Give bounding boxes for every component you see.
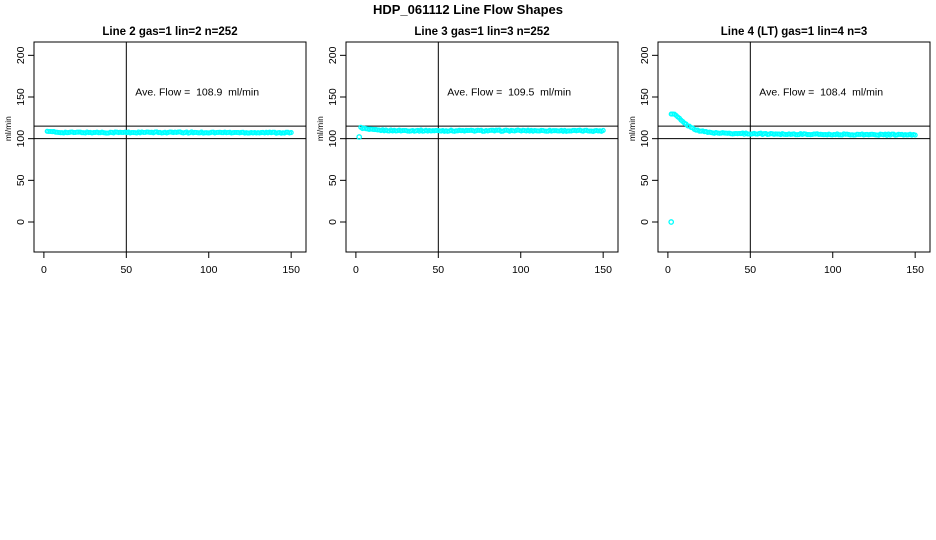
x-tick-label: 100	[824, 264, 842, 276]
x-tick-label: 50	[432, 264, 444, 276]
ave-flow-annotation: Ave. Flow = 108.9 ml/min	[135, 86, 259, 98]
x-tick-label: 100	[512, 264, 530, 276]
plot-box	[657, 41, 931, 253]
plot-box	[33, 41, 307, 253]
outlier-point	[356, 134, 363, 140]
x-tick-label: 100	[200, 264, 218, 276]
y-tick-label: 150	[15, 88, 27, 106]
y-axis-label: ml/min	[3, 116, 13, 141]
x-tick-label: 0	[665, 264, 671, 276]
x-tick-label: 150	[906, 264, 924, 276]
panel-title: Line 2 gas=1 lin=2 n=252	[102, 26, 237, 38]
y-tick-label: 200	[639, 46, 651, 64]
outlier-point	[668, 219, 675, 225]
panel-line-3: Line 3 gas=1 lin=3 n=252 0 50 100 150 200 0 50 1…	[315, 26, 619, 276]
x-tick-label: 50	[120, 264, 132, 276]
panel-line-2: Line 2 gas=1 lin=2 n=252 0 50 100 150 200 0 50 1…	[3, 26, 307, 276]
x-tick-label: 50	[744, 264, 756, 276]
data-point	[912, 132, 918, 138]
ave-flow-annotation: Ave. Flow = 109.5 ml/min	[447, 86, 571, 98]
data-point	[288, 130, 294, 136]
panel-title: Line 3 gas=1 lin=3 n=252	[414, 26, 549, 38]
panel-title: Line 4 (LT) gas=1 lin=4 n=3	[721, 26, 867, 38]
x-tick-label: 0	[41, 264, 47, 276]
y-axis-label: ml/min	[315, 116, 325, 141]
x-tick-label: 150	[594, 264, 612, 276]
y-tick-label: 200	[15, 46, 27, 64]
y-tick-label: 200	[327, 46, 339, 64]
y-tick-label: 150	[327, 88, 339, 106]
y-tick-label: 0	[327, 219, 339, 225]
ave-flow-annotation: Ave. Flow = 108.4 ml/min	[759, 86, 883, 98]
x-tick-label: 0	[353, 264, 359, 276]
y-tick-label: 50	[639, 174, 651, 186]
y-tick-label: 50	[327, 174, 339, 186]
y-tick-label: 100	[15, 130, 27, 148]
y-tick-label: 0	[639, 219, 651, 225]
y-tick-label: 0	[15, 219, 27, 225]
x-tick-label: 150	[282, 264, 300, 276]
y-tick-label: 100	[639, 130, 651, 148]
panel-line-4: Line 4 (LT) gas=1 lin=4 n=3 0 50 100 150 200 0…	[627, 26, 931, 276]
data-point	[600, 127, 606, 133]
y-axis-label: ml/min	[627, 116, 637, 141]
y-tick-label: 50	[15, 174, 27, 186]
y-tick-label: 150	[639, 88, 651, 106]
figure-title: HDP_061112 Line Flow Shapes	[372, 2, 564, 17]
plot-box	[345, 41, 619, 253]
panels-row: Line 2 gas=1 lin=2 n=252 0 50 100 150 200 0 50 1…	[0, 22, 936, 284]
y-tick-label: 100	[327, 130, 339, 148]
